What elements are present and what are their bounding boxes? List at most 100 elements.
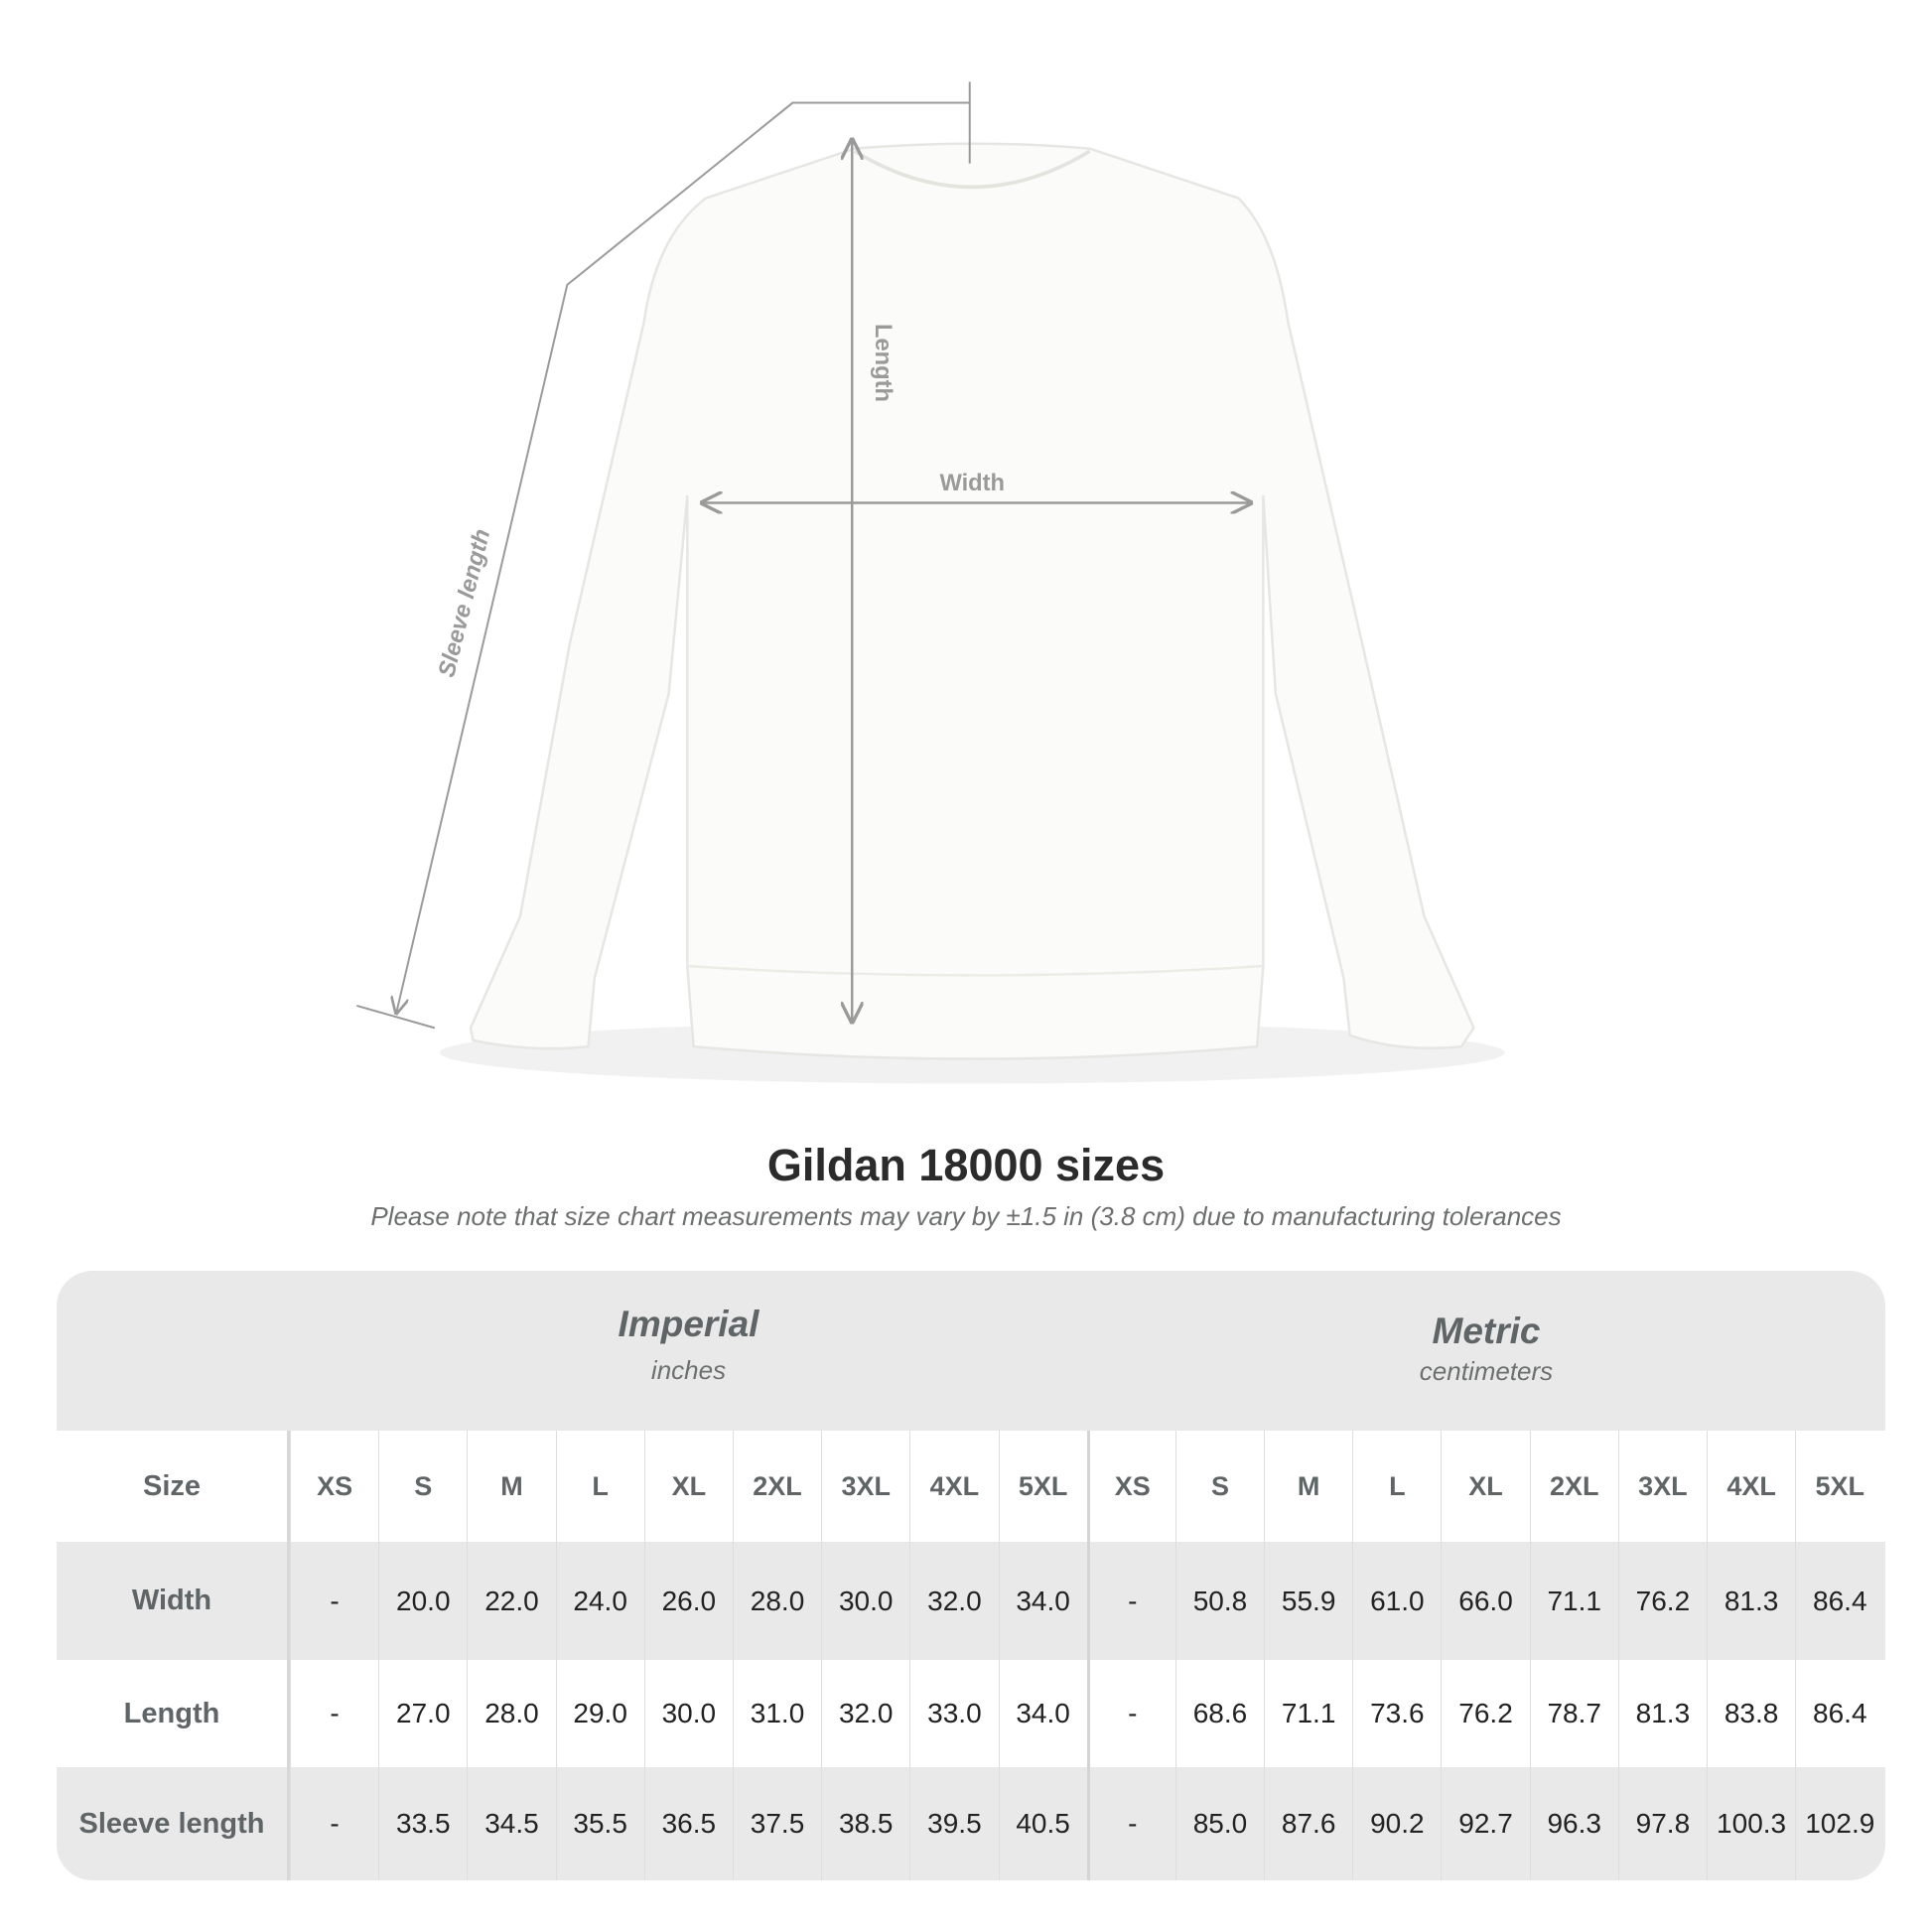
waistband	[687, 964, 1264, 977]
size-table: Imperial inches Metric centimeters Size X…	[57, 1271, 1885, 1880]
cell-imperial: 28.0	[732, 1542, 821, 1660]
cell-imperial: 30.0	[643, 1660, 733, 1767]
cell-metric: 96.3	[1529, 1767, 1618, 1880]
table-row: Width -20.0 22.0 24.0 26.0 28.0 30.0 32.0 34.0-5…	[57, 1542, 1885, 1660]
cell-imperial: 36.5	[643, 1767, 733, 1880]
table-row: Sleeve length -33.5 34.5 35.5 36.5 37.5 38.5 39…	[57, 1767, 1885, 1880]
cell-imperial: 32.0	[821, 1660, 909, 1767]
cell-metric: 71.1	[1529, 1542, 1618, 1660]
size-header-imperial: 3XL	[821, 1431, 909, 1542]
cell-imperial: 24.0	[555, 1542, 644, 1660]
sleeve-length-label: Sleeve length	[434, 526, 495, 679]
cell-metric: 83.8	[1707, 1660, 1795, 1767]
cell-metric: 90.2	[1352, 1767, 1441, 1880]
cell-imperial: 40.5	[998, 1767, 1087, 1880]
metric-unit: centimeters	[1419, 1356, 1554, 1386]
sweatshirt-image	[469, 142, 1475, 1060]
cell-metric: 76.2	[1441, 1660, 1529, 1767]
cell-metric: 68.6	[1174, 1660, 1264, 1767]
cell-metric: 87.6	[1264, 1767, 1352, 1880]
imperial-unit: inches	[650, 1355, 727, 1385]
cell-imperial: -	[290, 1660, 378, 1767]
cell-metric: 102.9	[1795, 1767, 1883, 1880]
cell-imperial: 38.5	[821, 1767, 909, 1880]
row-band-sleeve	[57, 1767, 1885, 1880]
cell-metric: 61.0	[1352, 1542, 1441, 1660]
row-label: Sleeve length	[57, 1767, 290, 1880]
cell-metric: 78.7	[1529, 1660, 1618, 1767]
cell-imperial: 30.0	[821, 1542, 909, 1660]
cell-imperial: 20.0	[378, 1542, 467, 1660]
size-header-imperial: XL	[643, 1431, 733, 1542]
size-header-metric: XL	[1441, 1431, 1529, 1542]
size-header-metric: S	[1174, 1431, 1264, 1542]
header-band	[57, 1271, 1885, 1431]
page-title: Gildan 18000 sizes	[766, 1140, 1166, 1190]
size-header-metric: 4XL	[1707, 1431, 1795, 1542]
imperial-title: Imperial	[618, 1304, 759, 1344]
imperial-header: Imperial inches	[290, 1271, 1087, 1431]
cell-metric: -	[1086, 1542, 1175, 1660]
metric-title: Metric	[1432, 1311, 1541, 1351]
cell-imperial: 35.5	[555, 1767, 644, 1880]
size-header-metric: 3XL	[1617, 1431, 1707, 1542]
row-band-width	[57, 1542, 1885, 1660]
size-header-imperial: 2XL	[732, 1431, 821, 1542]
cell-imperial: 31.0	[732, 1660, 821, 1767]
sleeve-length-arrow	[396, 101, 970, 1014]
cell-imperial: -	[290, 1542, 378, 1660]
cell-metric: 86.4	[1795, 1660, 1883, 1767]
size-header-imperial: L	[555, 1431, 644, 1542]
size-header-imperial: 4XL	[909, 1431, 998, 1542]
cell-metric: 100.3	[1707, 1767, 1795, 1880]
length-label: Length	[870, 324, 896, 402]
cell-metric: 71.1	[1264, 1660, 1352, 1767]
size-header-metric: 5XL	[1795, 1431, 1883, 1542]
collar	[853, 149, 1091, 190]
table-row: Length -27.0 28.0 29.0 30.0 31.0 32.0 33.0 34.0-…	[57, 1660, 1885, 1767]
cell-imperial: 26.0	[643, 1542, 733, 1660]
size-header-metric: XS	[1086, 1431, 1175, 1542]
sleeve-tick-bottom	[355, 1004, 436, 1030]
cell-metric: 73.6	[1352, 1660, 1441, 1767]
cell-imperial: 34.5	[467, 1767, 555, 1880]
row-label: Width	[57, 1542, 290, 1660]
cell-imperial: 29.0	[555, 1660, 644, 1767]
width-label: Width	[939, 471, 1005, 496]
size-header-imperial: XS	[290, 1431, 378, 1542]
size-header-metric: L	[1352, 1431, 1441, 1542]
cell-imperial: 39.5	[909, 1767, 998, 1880]
cell-metric: 86.4	[1795, 1542, 1883, 1660]
size-header-metric: 2XL	[1529, 1431, 1618, 1542]
metric-header: Metric centimeters	[1087, 1271, 1885, 1431]
cell-metric: 76.2	[1617, 1542, 1707, 1660]
row-label: Length	[57, 1660, 290, 1767]
size-header-imperial: 5XL	[998, 1431, 1087, 1542]
cell-metric: 50.8	[1174, 1542, 1264, 1660]
size-header-imperial: M	[467, 1431, 555, 1542]
cell-imperial: 32.0	[909, 1542, 998, 1660]
size-label: Size	[57, 1431, 290, 1542]
cell-imperial: -	[290, 1767, 378, 1880]
cell-metric: 97.8	[1617, 1767, 1707, 1880]
cell-imperial: 34.0	[998, 1542, 1087, 1660]
cell-metric: 81.3	[1707, 1542, 1795, 1660]
cell-metric: 55.9	[1264, 1542, 1352, 1660]
cell-metric: 81.3	[1617, 1660, 1707, 1767]
cell-imperial: 27.0	[378, 1660, 467, 1767]
cell-imperial: 37.5	[732, 1767, 821, 1880]
size-header-metric: M	[1264, 1431, 1352, 1542]
size-header-imperial: S	[378, 1431, 467, 1542]
cell-metric: 85.0	[1174, 1767, 1264, 1880]
cell-metric: 66.0	[1441, 1542, 1529, 1660]
cell-imperial: 34.0	[998, 1660, 1087, 1767]
cell-imperial: 28.0	[467, 1660, 555, 1767]
cell-metric: -	[1086, 1767, 1175, 1880]
cell-imperial: 33.5	[378, 1767, 467, 1880]
cell-imperial: 33.0	[909, 1660, 998, 1767]
cell-metric: -	[1086, 1660, 1175, 1767]
cell-imperial: 22.0	[467, 1542, 555, 1660]
tolerance-note: Please note that size chart measurements…	[370, 1201, 1562, 1231]
size-header-row: Size XS S M L XL 2XL 3XL 4XL 5XL XS S M L XL 2XL 3XL 4XL 5…	[57, 1431, 1885, 1542]
